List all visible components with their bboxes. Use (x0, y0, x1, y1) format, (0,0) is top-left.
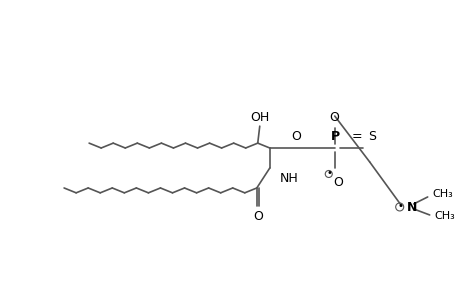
Text: =: = (351, 130, 361, 143)
Text: N: N (406, 202, 416, 214)
Text: P: P (330, 130, 340, 143)
Text: O: O (328, 111, 338, 124)
Text: CH₃: CH₃ (432, 189, 453, 199)
Text: O: O (290, 130, 300, 143)
Text: •: • (325, 169, 331, 178)
Text: S: S (367, 130, 375, 143)
Text: OH: OH (250, 111, 269, 124)
Text: NH: NH (279, 172, 298, 185)
Text: O: O (332, 176, 342, 189)
Text: •: • (397, 202, 402, 212)
Text: O: O (252, 210, 262, 223)
Text: CH₃: CH₃ (434, 211, 454, 221)
